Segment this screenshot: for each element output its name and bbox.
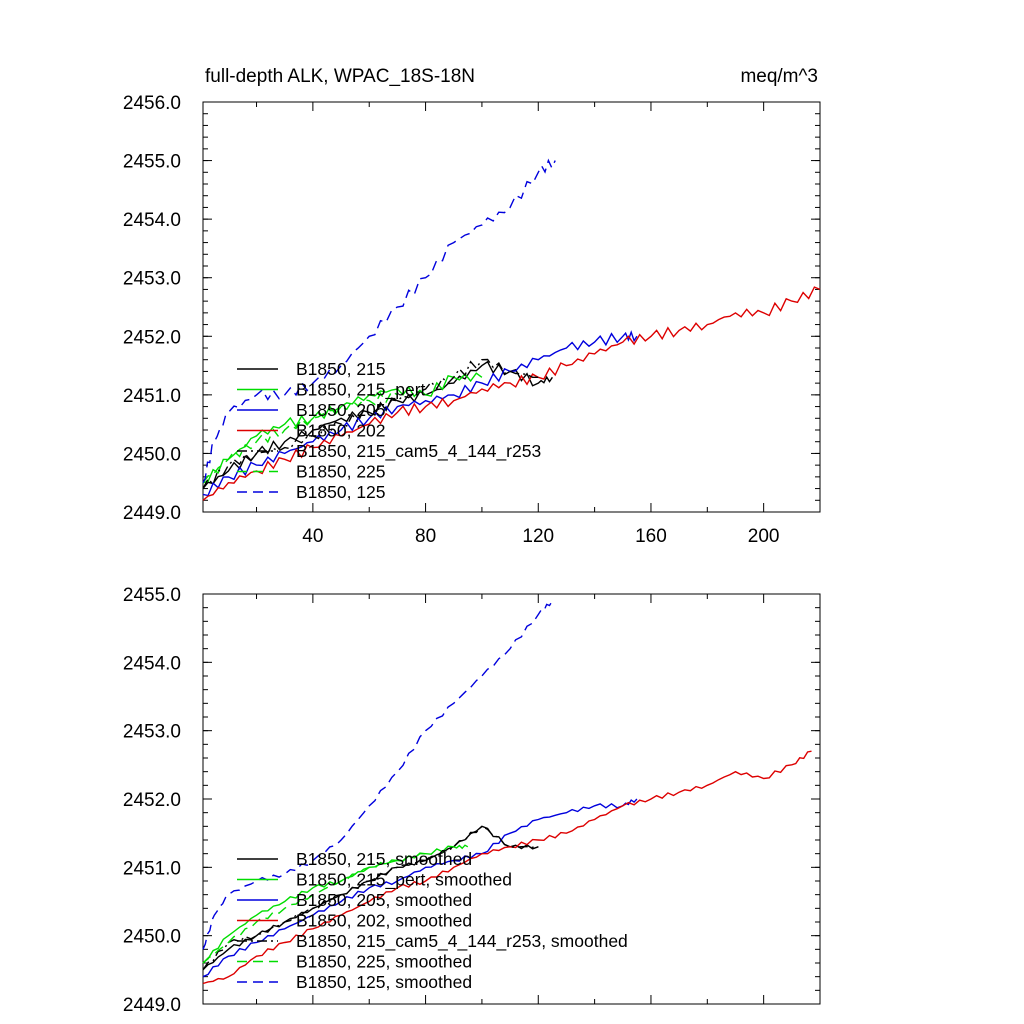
series-line [202, 600, 553, 950]
series-line [202, 286, 821, 501]
legend-label: B1850, 215_cam5_4_144_r253 [296, 441, 541, 462]
y-tick-label: 2456.0 [123, 93, 181, 114]
legend-label: B1850, 215_pert [296, 380, 426, 401]
chart-title: full-depth ALK, WPAC_18S-18N [205, 66, 475, 87]
x-tick-label: 200 [748, 526, 780, 547]
legend-label: B1850, 125 [296, 482, 386, 502]
legend-label: B1850, 215_pert, smoothed [296, 870, 512, 891]
y-tick-label: 2453.0 [123, 269, 181, 290]
bottom-panel: 2449.0 2450.0 2451.0 2452.0 2453.0 2454.0 2455… [123, 585, 821, 1016]
y-tick-label: 2449.0 [123, 503, 181, 524]
legend-label: B1850, 205, smoothed [296, 890, 472, 910]
series-line [202, 825, 539, 971]
series-line [202, 330, 638, 497]
y-tick-label: 2451.0 [123, 386, 181, 407]
x-tick-label: 120 [522, 526, 554, 547]
legend-label: B1850, 215 [296, 359, 386, 379]
top-panel: 2449.0 2450.0 2451.0 2452.0 2453.0 2454.0 2455… [123, 66, 821, 547]
series-line [202, 358, 539, 489]
series-line [202, 852, 426, 964]
legend-label: B1850, 225 [296, 462, 386, 482]
series-line [202, 750, 812, 985]
plot-frame [202, 101, 821, 513]
series-line [202, 360, 553, 490]
legend-label: B1850, 225, smoothed [296, 952, 472, 972]
series-line [202, 390, 398, 484]
y-tick-label: 2453.0 [123, 722, 181, 743]
legend-label: B1850, 125, smoothed [296, 972, 472, 992]
series-line [202, 372, 483, 484]
y-tick-label: 2452.0 [123, 790, 181, 811]
x-tick-label: 40 [302, 526, 323, 547]
y-tick-label: 2455.0 [123, 152, 181, 173]
series-line [202, 798, 638, 978]
y-tick-label: 2454.0 [123, 653, 181, 674]
series-line [202, 158, 556, 484]
legend-label: B1850, 205 [296, 400, 386, 420]
x-tick-label: 160 [635, 526, 667, 547]
legend-label: B1850, 215_cam5_4_144_r253, smoothed [296, 931, 628, 952]
legend-label: B1850, 202, smoothed [296, 911, 472, 931]
legend-label: B1850, 215, smoothed [296, 849, 472, 869]
units-label: meq/m^3 [740, 66, 818, 87]
y-tick-label: 2455.0 [123, 585, 181, 606]
y-tick-label: 2450.0 [123, 927, 181, 948]
y-tick-label: 2454.0 [123, 210, 181, 231]
y-tick-label: 2451.0 [123, 858, 181, 879]
legend-label: B1850, 202 [296, 421, 386, 441]
y-tick-label: 2449.0 [123, 995, 181, 1016]
y-tick-label: 2452.0 [123, 327, 181, 348]
y-tick-label: 2450.0 [123, 444, 181, 465]
x-tick-label: 80 [415, 526, 436, 547]
